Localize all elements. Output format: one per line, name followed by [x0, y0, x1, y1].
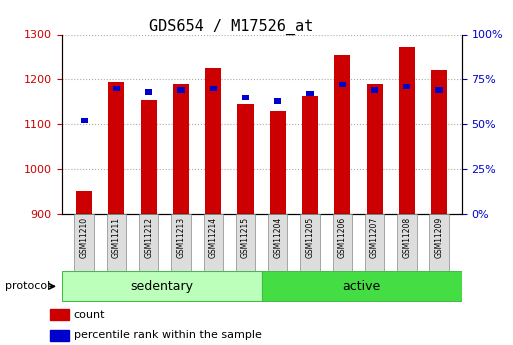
Bar — [50, 330, 69, 341]
Bar — [113, 86, 120, 91]
Bar — [403, 84, 410, 89]
FancyBboxPatch shape — [429, 214, 449, 271]
Text: GDS654 / M17526_at: GDS654 / M17526_at — [149, 19, 313, 35]
Bar — [205, 68, 221, 214]
Bar — [366, 84, 383, 214]
Text: GSM11212: GSM11212 — [144, 217, 153, 258]
Bar — [81, 118, 88, 123]
Bar — [177, 87, 185, 93]
FancyBboxPatch shape — [365, 214, 384, 271]
Bar — [436, 87, 443, 93]
Bar — [50, 309, 69, 321]
Bar — [334, 55, 350, 214]
FancyBboxPatch shape — [139, 214, 159, 271]
Bar — [306, 91, 313, 96]
FancyBboxPatch shape — [204, 214, 223, 271]
Text: sedentary: sedentary — [130, 280, 193, 293]
FancyBboxPatch shape — [268, 214, 287, 271]
FancyBboxPatch shape — [107, 214, 126, 271]
Bar — [274, 98, 282, 104]
Text: GSM11211: GSM11211 — [112, 217, 121, 258]
Bar — [210, 86, 217, 91]
Text: GSM11209: GSM11209 — [435, 217, 444, 258]
Bar — [76, 191, 92, 214]
Bar — [431, 70, 447, 214]
Bar — [270, 111, 286, 214]
FancyBboxPatch shape — [300, 214, 320, 271]
FancyBboxPatch shape — [74, 214, 94, 271]
Text: GSM11214: GSM11214 — [209, 217, 218, 258]
Bar — [238, 104, 253, 214]
Bar — [302, 96, 318, 214]
Text: GSM11215: GSM11215 — [241, 217, 250, 258]
Text: GSM11208: GSM11208 — [402, 217, 411, 258]
Text: count: count — [74, 310, 105, 320]
Text: GSM11207: GSM11207 — [370, 217, 379, 258]
Bar — [399, 47, 415, 214]
FancyBboxPatch shape — [236, 214, 255, 271]
Bar — [145, 89, 152, 95]
Text: GSM11204: GSM11204 — [273, 217, 282, 258]
Text: protocol: protocol — [5, 282, 50, 291]
Text: GSM11205: GSM11205 — [306, 217, 314, 258]
FancyBboxPatch shape — [332, 214, 352, 271]
FancyBboxPatch shape — [171, 214, 191, 271]
Text: GSM11210: GSM11210 — [80, 217, 89, 258]
FancyBboxPatch shape — [262, 272, 462, 301]
Bar — [141, 100, 157, 214]
Text: active: active — [343, 280, 381, 293]
FancyBboxPatch shape — [397, 214, 417, 271]
Bar — [371, 87, 378, 93]
Bar — [242, 95, 249, 100]
FancyBboxPatch shape — [62, 272, 262, 301]
Text: percentile rank within the sample: percentile rank within the sample — [74, 331, 262, 341]
Bar — [108, 82, 125, 214]
Text: GSM11206: GSM11206 — [338, 217, 347, 258]
Bar — [173, 84, 189, 214]
Bar — [339, 82, 346, 87]
Text: GSM11213: GSM11213 — [176, 217, 186, 258]
